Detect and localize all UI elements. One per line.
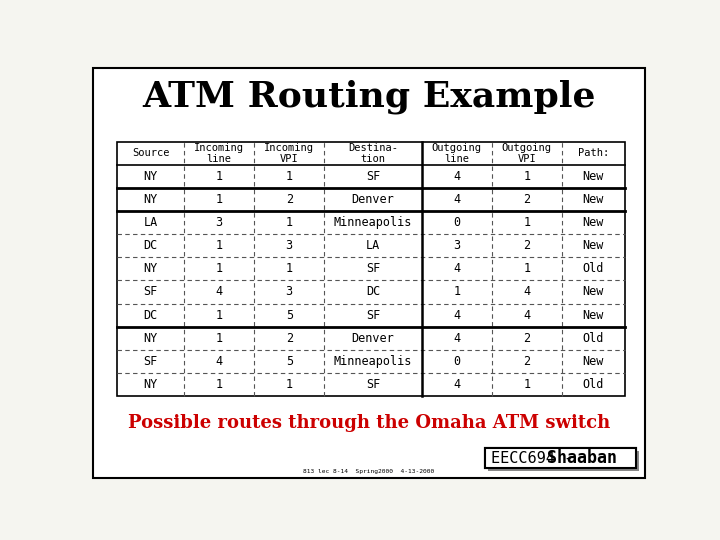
Text: Old: Old: [582, 378, 604, 391]
Text: 4: 4: [453, 308, 460, 321]
Text: 3: 3: [286, 286, 293, 299]
Text: 5: 5: [286, 308, 293, 321]
Text: 3: 3: [453, 239, 460, 252]
Text: 1: 1: [215, 332, 222, 345]
Text: 1: 1: [523, 216, 531, 229]
Text: SF: SF: [366, 308, 380, 321]
Text: 3: 3: [286, 239, 293, 252]
Text: 2: 2: [286, 332, 293, 345]
Text: 1: 1: [523, 262, 531, 275]
Text: 4: 4: [523, 308, 531, 321]
Text: NY: NY: [143, 170, 158, 183]
Text: Outgoing
VPI: Outgoing VPI: [502, 143, 552, 164]
Text: NY: NY: [143, 378, 158, 391]
Text: 2: 2: [523, 193, 531, 206]
Text: 1: 1: [523, 170, 531, 183]
Text: 813 lec 8-14  Spring2000  4-13-2000: 813 lec 8-14 Spring2000 4-13-2000: [303, 469, 435, 475]
Text: 4: 4: [453, 378, 460, 391]
Text: Denver: Denver: [351, 193, 395, 206]
Bar: [487, 450, 639, 470]
Text: Minneapolis: Minneapolis: [334, 216, 412, 229]
Bar: [485, 448, 636, 468]
Text: Path:: Path:: [577, 148, 609, 158]
Text: 4: 4: [523, 286, 531, 299]
Text: 0: 0: [453, 216, 460, 229]
Text: DC: DC: [366, 286, 380, 299]
Text: 4: 4: [453, 193, 460, 206]
Text: Possible routes through the Omaha ATM switch: Possible routes through the Omaha ATM sw…: [128, 414, 610, 432]
Text: 2: 2: [286, 193, 293, 206]
Bar: [485, 448, 636, 468]
Text: LA: LA: [366, 239, 380, 252]
Text: Old: Old: [582, 332, 604, 345]
Text: Incoming
line: Incoming line: [194, 143, 244, 164]
Text: SF: SF: [366, 262, 380, 275]
Text: 4: 4: [453, 262, 460, 275]
Text: Shaaban: Shaaban: [547, 449, 617, 467]
Text: SF: SF: [143, 355, 158, 368]
Text: 2: 2: [523, 355, 531, 368]
Text: 4: 4: [215, 355, 222, 368]
Text: 4: 4: [453, 170, 460, 183]
Text: Incoming
VPI: Incoming VPI: [264, 143, 314, 164]
Text: 4: 4: [453, 332, 460, 345]
Text: 1: 1: [215, 378, 222, 391]
Text: 5: 5: [286, 355, 293, 368]
Bar: [117, 142, 625, 396]
Text: 0: 0: [453, 355, 460, 368]
Text: 1: 1: [286, 170, 293, 183]
Text: New: New: [582, 216, 604, 229]
Text: Minneapolis: Minneapolis: [334, 355, 412, 368]
Text: SF: SF: [366, 378, 380, 391]
Text: LA: LA: [143, 216, 158, 229]
Text: 1: 1: [453, 286, 460, 299]
Text: DC: DC: [143, 308, 158, 321]
Text: New: New: [582, 193, 604, 206]
Text: 1: 1: [523, 378, 531, 391]
Text: EECC694 -: EECC694 -: [492, 451, 582, 466]
Text: SF: SF: [143, 286, 158, 299]
Text: 3: 3: [215, 216, 222, 229]
Text: New: New: [582, 170, 604, 183]
Text: New: New: [582, 286, 604, 299]
Text: Destina-
tion: Destina- tion: [348, 143, 398, 164]
Text: Source: Source: [132, 148, 169, 158]
Text: 1: 1: [286, 216, 293, 229]
Text: DC: DC: [143, 239, 158, 252]
Text: Outgoing
line: Outgoing line: [432, 143, 482, 164]
Text: New: New: [582, 239, 604, 252]
Text: 2: 2: [523, 239, 531, 252]
Text: 2: 2: [523, 332, 531, 345]
Text: 1: 1: [215, 308, 222, 321]
Text: 1: 1: [286, 378, 293, 391]
Text: 1: 1: [286, 262, 293, 275]
Text: NY: NY: [143, 262, 158, 275]
Text: 1: 1: [215, 193, 222, 206]
Text: New: New: [582, 308, 604, 321]
Text: 1: 1: [215, 170, 222, 183]
Text: Denver: Denver: [351, 332, 395, 345]
Text: Old: Old: [582, 262, 604, 275]
Text: NY: NY: [143, 332, 158, 345]
Text: NY: NY: [143, 193, 158, 206]
Text: 1: 1: [215, 239, 222, 252]
Text: New: New: [582, 355, 604, 368]
Text: 4: 4: [215, 286, 222, 299]
Text: SF: SF: [366, 170, 380, 183]
Text: ATM Routing Example: ATM Routing Example: [143, 80, 595, 114]
Text: 1: 1: [215, 262, 222, 275]
